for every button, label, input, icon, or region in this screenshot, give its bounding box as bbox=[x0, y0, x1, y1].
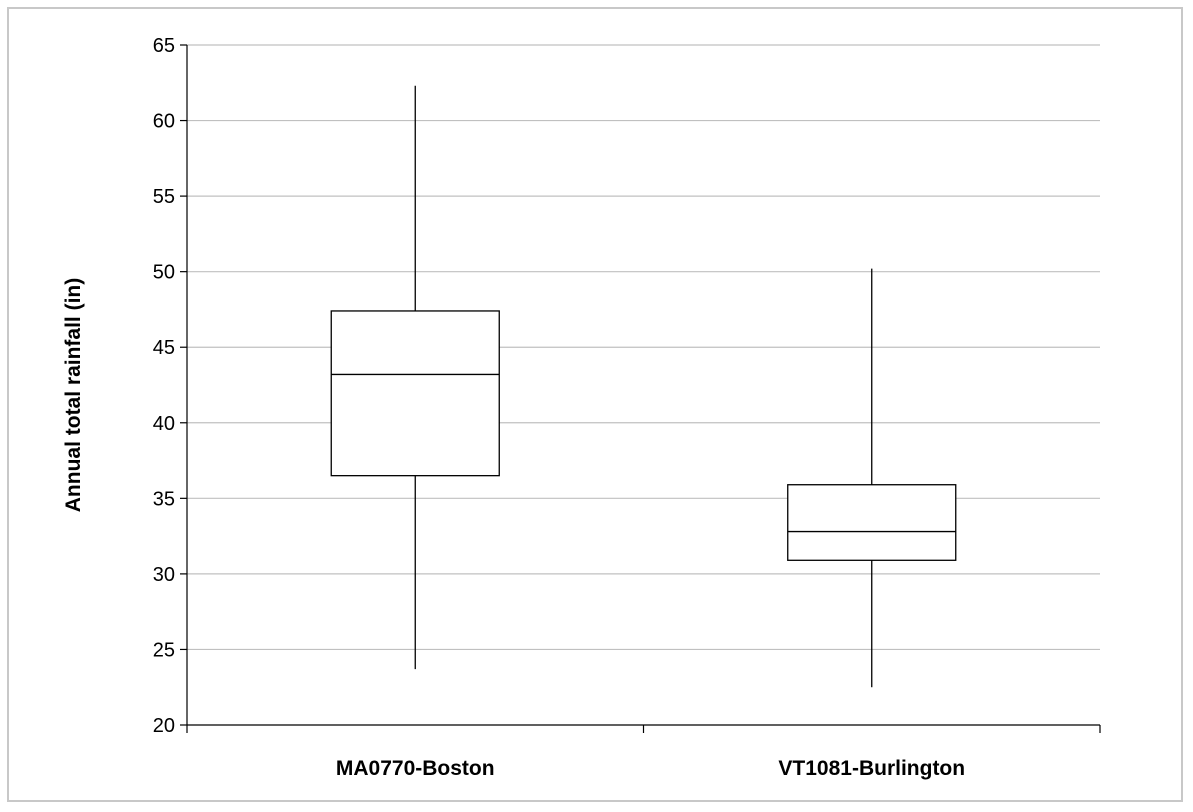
y-tick-label: 65 bbox=[153, 35, 175, 57]
axis-labels: 20 25 30 35 40 45 50 55 60 65 MA0770-Boston VT1081-… bbox=[153, 35, 965, 780]
y-tick-label: 25 bbox=[153, 639, 175, 661]
y-tick-label: 45 bbox=[153, 337, 175, 359]
chart-frame bbox=[7, 7, 1183, 802]
x-category-label: VT1081-Burlington bbox=[778, 757, 965, 780]
y-tick-label: 30 bbox=[153, 564, 175, 586]
y-tick-label: 35 bbox=[153, 488, 175, 510]
boxes bbox=[330, 85, 957, 688]
y-tick-label: 60 bbox=[153, 111, 175, 133]
y-tick-label: 50 bbox=[153, 262, 175, 284]
axes bbox=[180, 44, 1101, 733]
iqr-box bbox=[330, 310, 500, 477]
gridlines bbox=[187, 44, 1100, 651]
y-tick-label: 20 bbox=[153, 715, 175, 737]
box-1 bbox=[330, 85, 500, 670]
box-2 bbox=[787, 268, 957, 688]
x-category-label: MA0770-Boston bbox=[336, 757, 495, 780]
y-tick-label: 40 bbox=[153, 413, 175, 435]
y-tick-label: 55 bbox=[153, 186, 175, 208]
iqr-box bbox=[787, 484, 957, 561]
y-axis-title: Annual total rainfall (in) bbox=[62, 278, 85, 513]
